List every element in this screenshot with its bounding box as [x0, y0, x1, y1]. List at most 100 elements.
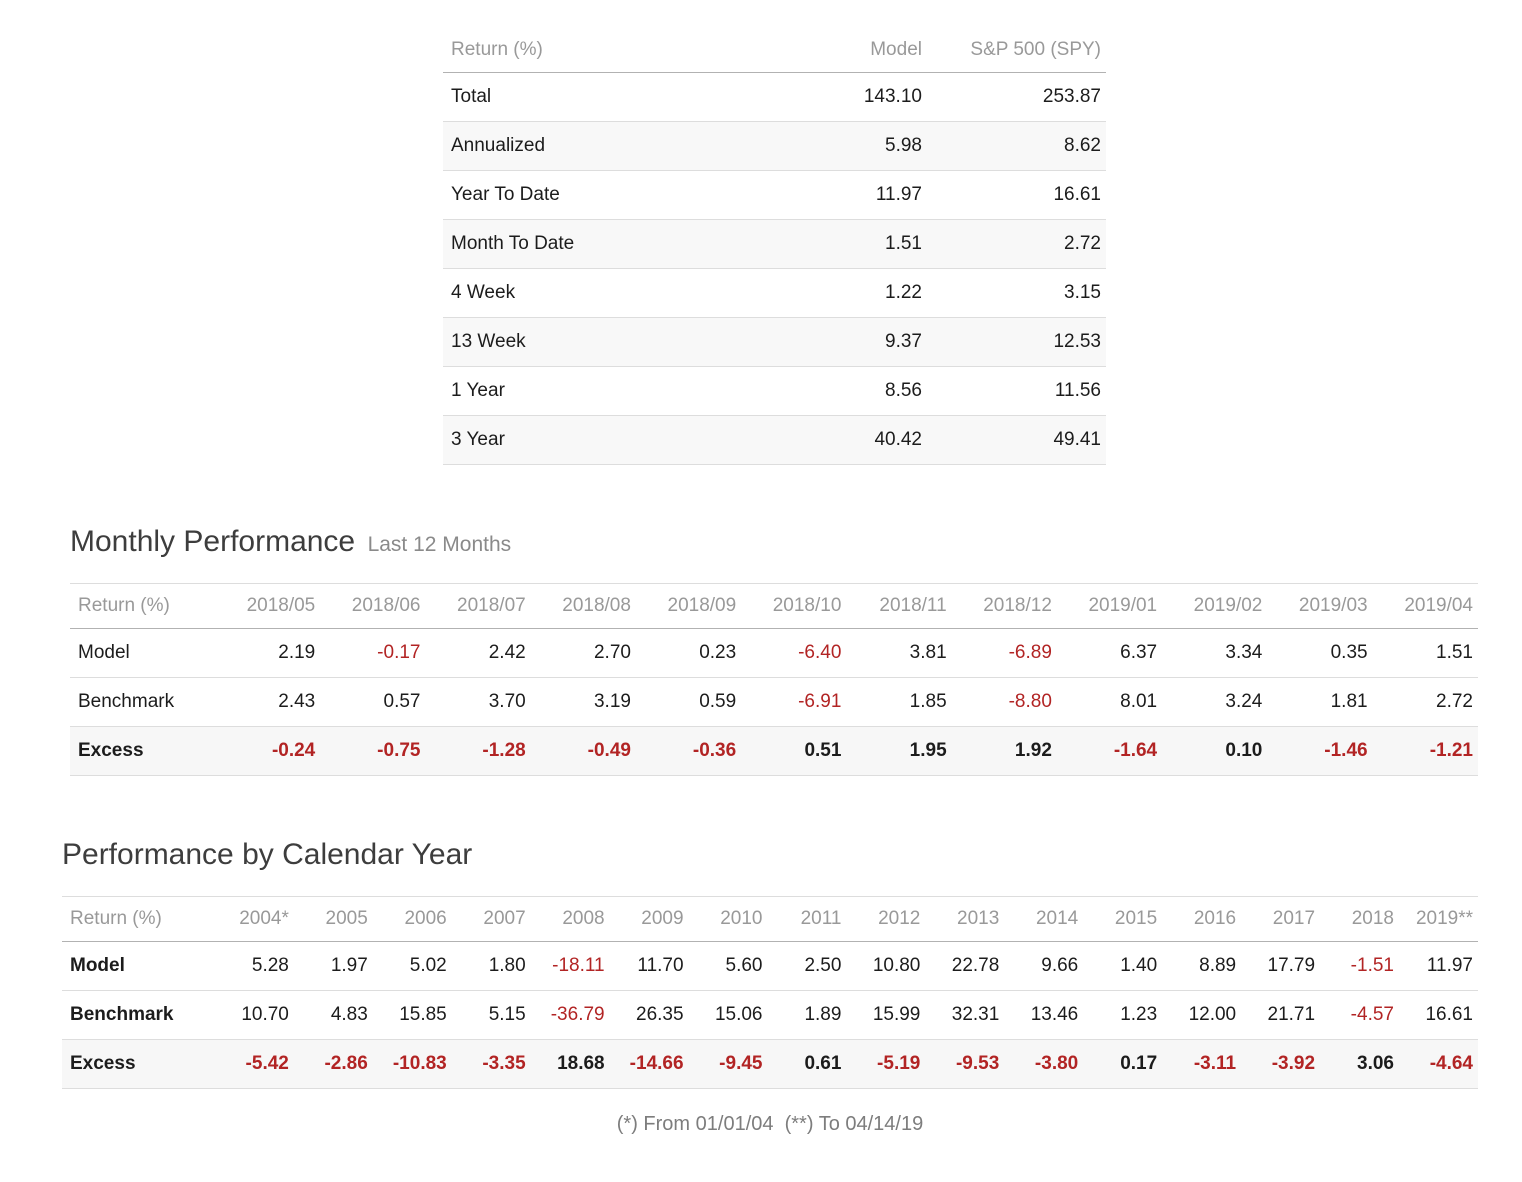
column-header: 2015	[1083, 896, 1163, 942]
row-label: Month To Date	[443, 219, 748, 269]
value-cell: 1.23	[1083, 990, 1163, 1040]
row-label: Annualized	[443, 121, 748, 171]
value-cell: -4.64	[1398, 1039, 1478, 1089]
footnote: (*) From 01/01/04 (**) To 04/14/19	[616, 1113, 924, 1135]
column-header: 2010	[688, 896, 768, 942]
value-cell: 5.98	[747, 121, 927, 171]
value-cell: -2.86	[293, 1039, 373, 1089]
column-header: 2018/10	[741, 583, 847, 629]
column-header: 2007	[451, 896, 531, 942]
column-header: 2013	[925, 896, 1005, 942]
value-cell: 1.81	[1267, 677, 1373, 727]
value-cell: 253.87	[926, 72, 1106, 122]
table-header-label: Return (%)	[62, 896, 215, 942]
value-cell: 5.60	[688, 941, 768, 991]
column-header: 2019/01	[1056, 583, 1163, 629]
value-cell: 1.89	[767, 990, 847, 1040]
column-header: 2018/08	[530, 583, 636, 629]
performance-report-page: Return (%) Model S&P 500 (SPY) Total 143.10…	[0, 28, 1522, 1182]
value-cell: 2.72	[1372, 677, 1478, 727]
row-label: Benchmark	[70, 677, 216, 727]
column-header: 2017	[1241, 896, 1321, 942]
value-cell: 0.51	[741, 726, 847, 776]
table-row: 13 Week 9.37 12.53	[443, 317, 1106, 367]
value-cell: -3.80	[1004, 1039, 1084, 1089]
value-cell: 1.97	[293, 941, 373, 991]
value-cell: -6.91	[741, 677, 847, 727]
value-cell: 1.40	[1083, 941, 1163, 991]
value-cell: 2.42	[425, 628, 531, 678]
column-header: 2011	[767, 896, 847, 942]
monthly-performance-section: Monthly Performance Last 12 Months Retur…	[70, 525, 1478, 776]
row-label: Excess	[70, 726, 216, 776]
value-cell: 6.37	[1056, 628, 1163, 678]
row-label: Total	[443, 72, 748, 122]
value-cell: -0.36	[635, 726, 742, 776]
value-cell: 5.15	[451, 990, 531, 1040]
column-header: Model	[747, 28, 927, 73]
table-header-row: Return (%) 2018/05 2018/06 2018/07 2018/08 20…	[70, 583, 1478, 629]
value-cell: 8.89	[1162, 941, 1242, 991]
table-row: Annualized 5.98 8.62	[443, 121, 1106, 171]
value-cell: 12.53	[926, 317, 1106, 367]
value-cell: 3.34	[1162, 628, 1268, 678]
value-cell: 4.83	[293, 990, 373, 1040]
column-header: 2019/04	[1372, 583, 1478, 629]
value-cell: 5.28	[214, 941, 294, 991]
value-cell: 3.24	[1162, 677, 1268, 727]
table-row: Year To Date 11.97 16.61	[443, 170, 1106, 220]
column-header: 2018	[1320, 896, 1399, 942]
value-cell: 11.97	[747, 170, 927, 220]
value-cell: 3.81	[846, 628, 952, 678]
value-cell: -0.17	[320, 628, 426, 678]
row-label: 1 Year	[443, 366, 748, 416]
value-cell: 1.51	[747, 219, 927, 269]
value-cell: 12.00	[1162, 990, 1242, 1040]
value-cell: 8.56	[747, 366, 927, 416]
value-cell: -0.49	[530, 726, 636, 776]
calendar-year-heading: Performance by Calendar Year	[62, 838, 1478, 872]
column-header: 2018/07	[425, 583, 531, 629]
value-cell: 9.66	[1004, 941, 1084, 991]
value-cell: -36.79	[530, 990, 610, 1040]
value-cell: 10.80	[846, 941, 926, 991]
table-row: 3 Year 40.42 49.41	[443, 415, 1106, 465]
value-cell: 1.22	[747, 268, 927, 318]
value-cell: -5.19	[846, 1039, 926, 1089]
value-cell: 1.80	[451, 941, 531, 991]
monthly-performance-title: Monthly Performance	[70, 525, 356, 558]
table-header-label: Return (%)	[70, 583, 216, 629]
table-row: Excess -0.24 -0.75 -1.28 -0.49 -0.36 0.51 1.95 1…	[70, 726, 1478, 776]
value-cell: 143.10	[747, 72, 927, 122]
value-cell: 2.70	[530, 628, 636, 678]
row-label: 3 Year	[443, 415, 748, 465]
value-cell: 3.15	[926, 268, 1106, 318]
row-label: Excess	[62, 1039, 215, 1089]
value-cell: 2.50	[767, 941, 847, 991]
value-cell: 13.46	[1004, 990, 1084, 1040]
value-cell: 1.92	[951, 726, 1057, 776]
row-label: Model	[62, 941, 215, 991]
value-cell: -1.51	[1320, 941, 1399, 991]
value-cell: 8.62	[926, 121, 1106, 171]
row-label: 13 Week	[443, 317, 748, 367]
value-cell: 5.02	[372, 941, 452, 991]
value-cell: -14.66	[609, 1039, 689, 1089]
value-cell: 21.71	[1241, 990, 1321, 1040]
column-header: 2018/12	[951, 583, 1057, 629]
value-cell: -6.89	[951, 628, 1057, 678]
column-header: 2018/11	[846, 583, 952, 629]
value-cell: 26.35	[609, 990, 689, 1040]
table-row: Model 5.28 1.97 5.02 1.80 -18.11 11.70 5.60 2.50…	[62, 941, 1478, 991]
value-cell: 11.70	[609, 941, 689, 991]
value-cell: -9.45	[688, 1039, 768, 1089]
column-header: 2018/05	[215, 583, 321, 629]
value-cell: 3.06	[1320, 1039, 1399, 1089]
value-cell: 16.61	[926, 170, 1106, 220]
column-header: S&P 500 (SPY)	[926, 28, 1106, 73]
value-cell: -1.28	[425, 726, 531, 776]
value-cell: 1.51	[1372, 628, 1478, 678]
table-header-row: Return (%) Model S&P 500 (SPY)	[443, 28, 1106, 73]
value-cell: -10.83	[372, 1039, 452, 1089]
value-cell: 17.79	[1241, 941, 1321, 991]
